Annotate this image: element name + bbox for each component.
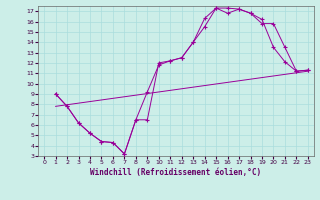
X-axis label: Windchill (Refroidissement éolien,°C): Windchill (Refroidissement éolien,°C) (91, 168, 261, 177)
